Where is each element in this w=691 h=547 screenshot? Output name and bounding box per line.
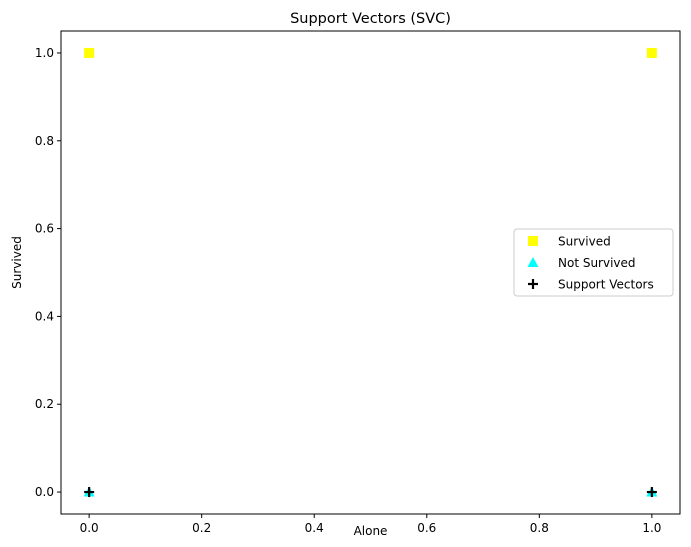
x-axis-title: Alone [354,524,388,538]
y-tick-label: 0.2 [35,397,54,411]
y-tick-label: 1.0 [35,46,54,60]
legend-box [513,228,674,297]
y-tick-label: 0.8 [35,134,54,148]
data-point-plus-2-0 [84,487,95,498]
data-marks [83,47,658,498]
legend-label-1: Not Survived [558,256,636,270]
legend-marker-2 [528,279,538,289]
legend: Survived Not Survived Support Vectors [513,228,674,297]
legend-label-0: Survived [558,235,611,249]
x-tick-label: 0.6 [417,521,436,535]
data-point-square-0-0 [84,47,95,58]
data-point-square-0-1 [646,47,657,58]
x-tick-label: 0.0 [80,521,99,535]
y-tick-label: 0.6 [35,222,54,236]
y-axis-title: Survived [10,236,24,289]
x-tick-label: 0.8 [530,521,549,535]
legend-marker-1 [527,257,539,267]
legend-marker-0 [528,236,538,246]
x-tick-label: 1.0 [642,521,661,535]
x-tick-label: 0.4 [305,521,324,535]
plot-frame [60,30,681,515]
chart-title: Support Vectors (SVC) [290,11,451,27]
legend-label-2: Support Vectors [558,278,654,292]
x-tick-label: 0.2 [192,521,211,535]
y-tick-label: 0.4 [35,309,54,323]
data-point-plus-2-1 [646,487,657,498]
axes-ticks: 0.0 0.2 0.4 0.6 0.8 1.0 0.0 0.2 0.4 0.6 0.8 1.0 [35,46,662,535]
y-tick-label: 0.0 [35,485,54,499]
